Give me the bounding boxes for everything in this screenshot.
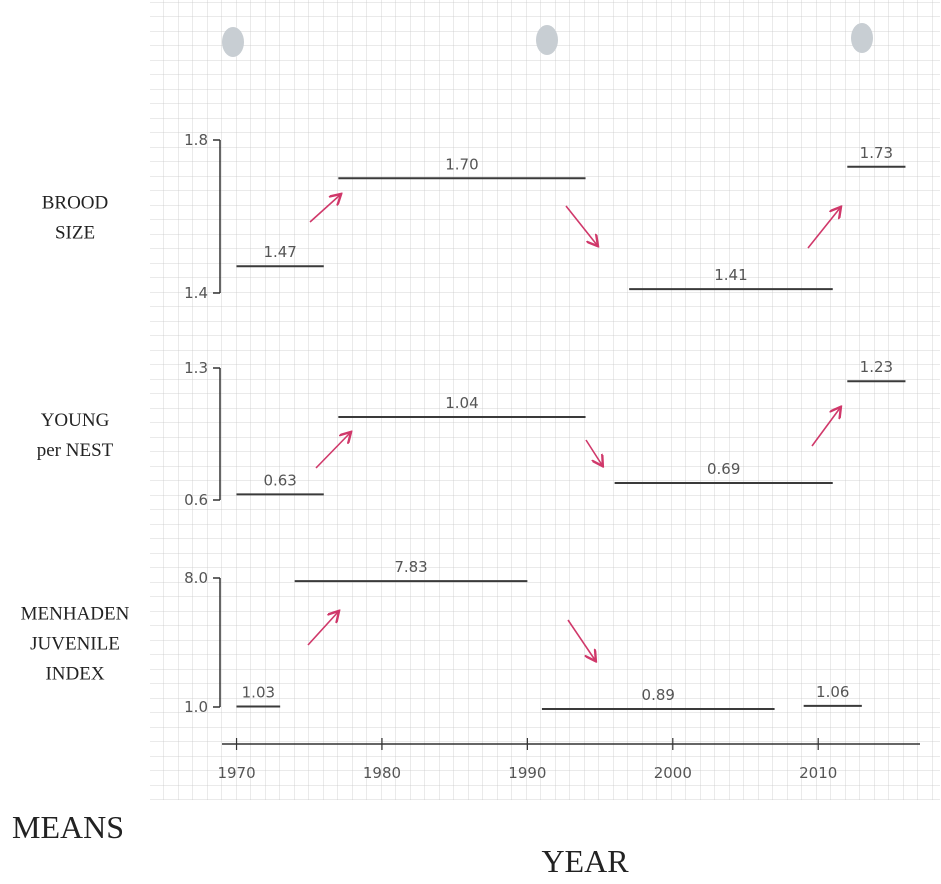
y-axis-label: per NEST — [37, 440, 114, 461]
punch-hole — [536, 25, 558, 55]
value-label: 1.23 — [860, 358, 893, 376]
y-tick-label: 8.0 — [184, 569, 208, 587]
y-tick-label: 0.6 — [184, 491, 208, 509]
punch-hole — [851, 23, 873, 53]
y-axis-label: YOUNG — [41, 410, 110, 431]
trend-arrows — [307, 195, 840, 660]
graph-paper — [150, 0, 940, 800]
value-label: 1.06 — [816, 683, 849, 701]
x-tick-label: 1970 — [217, 764, 255, 782]
y-axis-label: INDEX — [45, 664, 104, 685]
value-label: 1.04 — [445, 394, 478, 412]
y-axis-label: JUVENILE — [30, 634, 120, 655]
y-tick-label: 1.4 — [184, 284, 208, 302]
value-label: 0.89 — [642, 686, 675, 704]
x-tick-label: 1980 — [363, 764, 401, 782]
x-tick-label: 2000 — [654, 764, 692, 782]
y-tick-label: 1.3 — [184, 359, 208, 377]
value-label: 1.73 — [860, 144, 893, 162]
value-label: 1.47 — [263, 243, 296, 261]
y-tick-label: 1.0 — [184, 698, 208, 716]
annotation: MEANS — [12, 809, 124, 845]
y-tick-label: 1.8 — [184, 131, 208, 149]
x-tick-label: 1990 — [508, 764, 546, 782]
value-label: 7.83 — [394, 558, 427, 576]
x-tick-label: 2010 — [799, 764, 837, 782]
x-axis-label: YEAR — [541, 843, 629, 879]
value-label: 1.70 — [445, 155, 478, 173]
y-axis-label: SIZE — [55, 223, 95, 244]
value-label: 1.03 — [242, 683, 275, 701]
value-label: 0.63 — [263, 471, 296, 489]
y-axis-label: BROOD — [42, 193, 109, 214]
value-label: 1.41 — [714, 266, 747, 284]
y-axis-label: MENHADEN — [21, 604, 130, 625]
punch-hole — [222, 27, 244, 57]
value-label: 0.69 — [707, 460, 740, 478]
